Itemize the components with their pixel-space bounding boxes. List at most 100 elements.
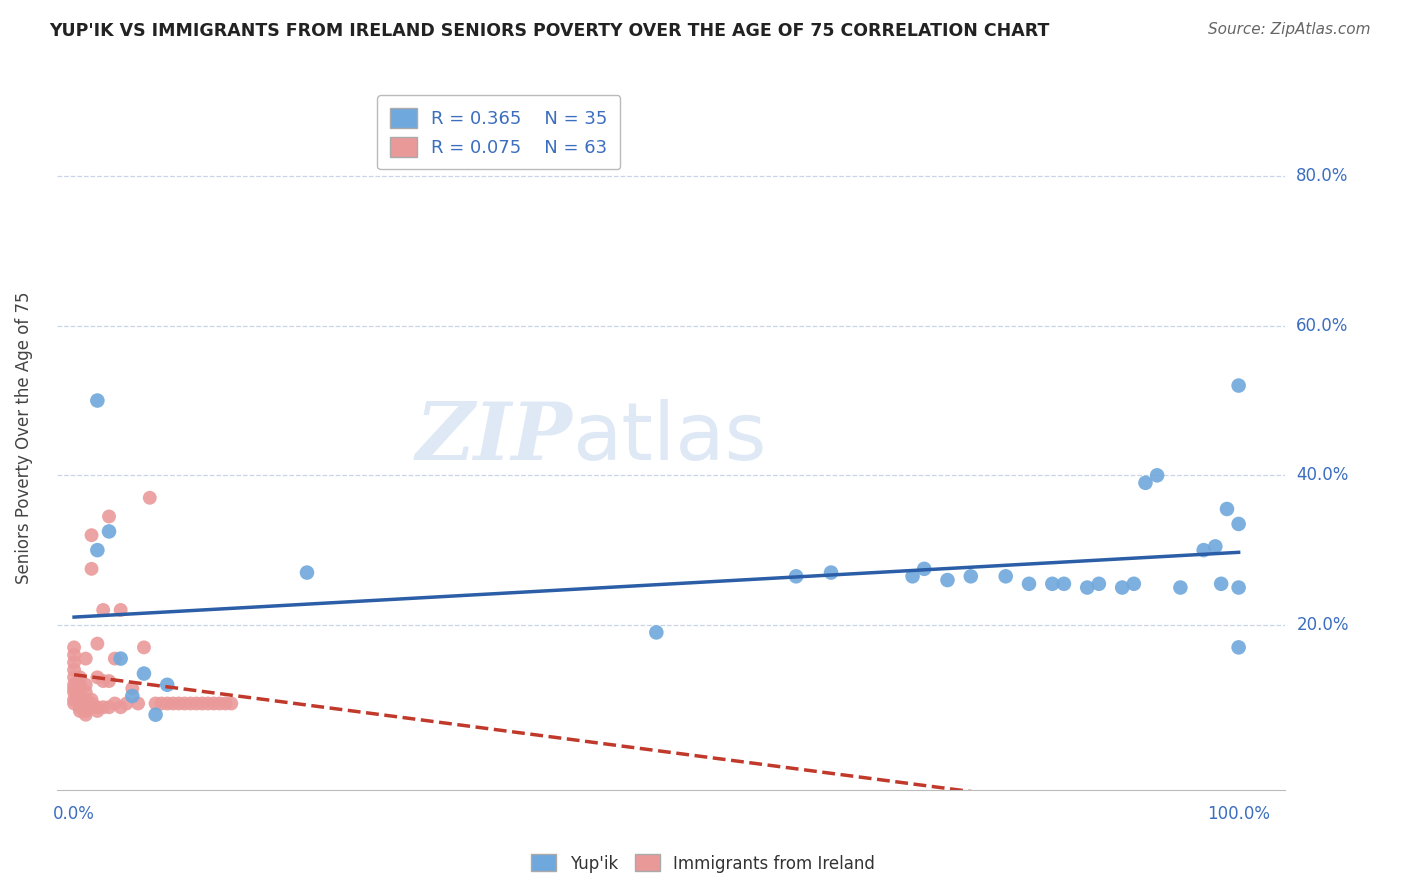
Point: [1204, 540, 1226, 554]
Point: [156, 697, 179, 711]
Text: ZIP: ZIP: [416, 400, 572, 476]
Point: [86, 700, 108, 714]
Text: Source: ZipAtlas.com: Source: ZipAtlas.com: [1208, 22, 1371, 37]
Point: [1211, 576, 1233, 591]
Point: [63, 685, 86, 699]
Point: [75, 685, 97, 699]
Point: [121, 689, 143, 703]
Point: [75, 700, 97, 714]
Point: [1170, 581, 1192, 595]
Point: [197, 697, 219, 711]
Point: [1076, 581, 1098, 595]
Point: [80, 697, 103, 711]
Point: [132, 666, 155, 681]
Point: [75, 692, 97, 706]
Point: [91, 603, 114, 617]
Point: [91, 700, 114, 714]
Point: [994, 569, 1017, 583]
Point: [69, 685, 91, 699]
Point: [80, 528, 103, 542]
Point: [1227, 640, 1250, 655]
Point: [127, 697, 149, 711]
Point: [75, 651, 97, 665]
Point: [186, 697, 208, 711]
Point: [1040, 576, 1063, 591]
Point: [75, 678, 97, 692]
Point: [295, 566, 318, 580]
Point: [75, 697, 97, 711]
Point: [63, 640, 86, 655]
Point: [208, 697, 231, 711]
Point: [110, 603, 132, 617]
Point: [1227, 378, 1250, 392]
Point: [98, 674, 121, 689]
Text: 20.0%: 20.0%: [1296, 616, 1348, 634]
Point: [132, 640, 155, 655]
Point: [1216, 502, 1239, 516]
Point: [69, 704, 91, 718]
Text: 60.0%: 60.0%: [1296, 317, 1348, 334]
Point: [98, 509, 121, 524]
Point: [98, 524, 121, 539]
Point: [191, 697, 214, 711]
Point: [173, 697, 195, 711]
Point: [86, 670, 108, 684]
Point: [820, 566, 842, 580]
Point: [69, 700, 91, 714]
Point: [63, 697, 86, 711]
Text: 40.0%: 40.0%: [1296, 467, 1348, 484]
Point: [86, 393, 108, 408]
Point: [145, 707, 167, 722]
Text: 80.0%: 80.0%: [1296, 167, 1348, 186]
Point: [110, 651, 132, 665]
Point: [145, 697, 167, 711]
Point: [167, 697, 190, 711]
Point: [202, 697, 225, 711]
Point: [69, 670, 91, 684]
Point: [936, 573, 959, 587]
Point: [645, 625, 668, 640]
Point: [91, 674, 114, 689]
Point: [156, 678, 179, 692]
Point: [63, 692, 86, 706]
Point: [104, 651, 127, 665]
Point: [150, 697, 173, 711]
Point: [1227, 516, 1250, 531]
Point: [63, 656, 86, 670]
Point: [86, 637, 108, 651]
Point: [104, 697, 127, 711]
Point: [214, 697, 236, 711]
Point: [98, 700, 121, 714]
Point: [110, 700, 132, 714]
Point: [121, 681, 143, 696]
Point: [1146, 468, 1168, 483]
Point: [1135, 475, 1157, 490]
Point: [1018, 576, 1040, 591]
Point: [63, 648, 86, 662]
Point: [63, 663, 86, 677]
Point: [1227, 581, 1250, 595]
Point: [69, 692, 91, 706]
Point: [1088, 576, 1111, 591]
Point: [180, 697, 202, 711]
Point: [785, 569, 807, 583]
Legend: Yup'ik, Immigrants from Ireland: Yup'ik, Immigrants from Ireland: [524, 847, 882, 880]
Point: [912, 562, 935, 576]
Point: [115, 697, 138, 711]
Y-axis label: Seniors Poverty Over the Age of 75: Seniors Poverty Over the Age of 75: [15, 292, 32, 584]
Point: [1111, 581, 1133, 595]
Point: [901, 569, 924, 583]
Point: [69, 678, 91, 692]
Point: [1122, 576, 1144, 591]
Point: [86, 704, 108, 718]
Text: YUP'IK VS IMMIGRANTS FROM IRELAND SENIORS POVERTY OVER THE AGE OF 75 CORRELATION: YUP'IK VS IMMIGRANTS FROM IRELAND SENIOR…: [49, 22, 1050, 40]
Point: [69, 697, 91, 711]
Point: [80, 562, 103, 576]
Point: [63, 670, 86, 684]
Point: [1192, 543, 1215, 558]
Point: [86, 543, 108, 558]
Point: [139, 491, 162, 505]
Legend: R = 0.365    N = 35, R = 0.075    N = 63: R = 0.365 N = 35, R = 0.075 N = 63: [377, 95, 620, 169]
Point: [75, 707, 97, 722]
Point: [80, 700, 103, 714]
